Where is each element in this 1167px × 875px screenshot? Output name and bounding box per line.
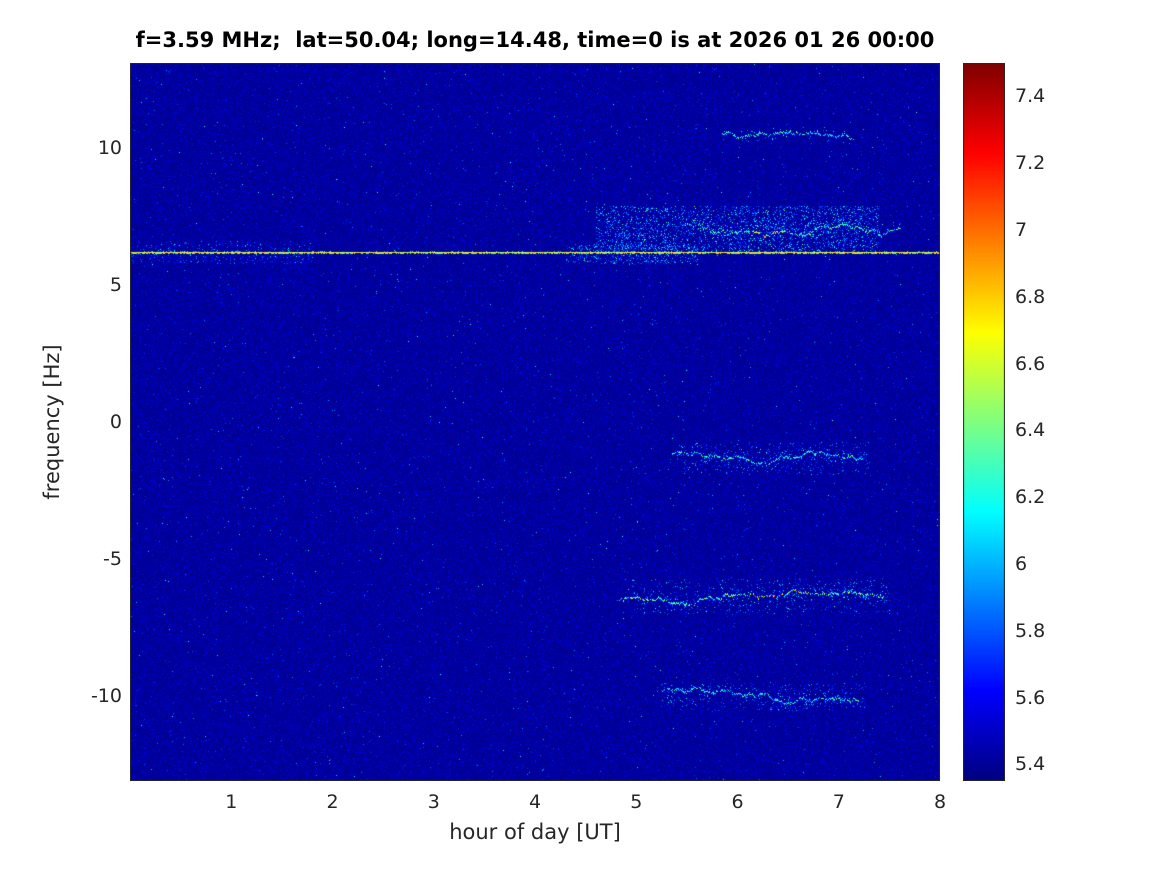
colorbar-tick-label: 5.6 <box>1015 686 1046 709</box>
colorbar-tick-label: 6.8 <box>1015 285 1046 308</box>
y-tick-label: -10 <box>90 685 122 708</box>
x-tick-label: 3 <box>427 791 440 813</box>
colorbar-tick-label: 7.4 <box>1015 85 1046 108</box>
x-tick-label: 7 <box>832 791 845 813</box>
x-tick-label: 6 <box>731 791 744 813</box>
x-tick-label: 8 <box>933 791 947 813</box>
y-tick-label: 0 <box>109 411 122 433</box>
x-tick-label: 2 <box>326 791 339 813</box>
colorbar-tick-label: 7 <box>1015 218 1028 241</box>
colorbar-tick-label: 6.6 <box>1015 352 1046 375</box>
y-tick-label: 5 <box>109 273 122 296</box>
colorbar-tick-label: 6.2 <box>1015 486 1046 509</box>
colorbar-tick-label: 6 <box>1015 552 1028 575</box>
plot-title: f=3.59 MHz; lat=50.04; long=14.48, time=… <box>135 28 935 52</box>
colorbar-tick-label: 5.4 <box>1015 753 1046 776</box>
spectrogram-canvas <box>130 63 940 781</box>
x-axis-label: hour of day [UT] <box>449 820 621 844</box>
colorbar-tick-label: 6.4 <box>1015 419 1046 442</box>
colorbar-canvas <box>963 63 1005 781</box>
x-tick-label: 5 <box>630 791 643 813</box>
y-tick-label: -5 <box>103 548 122 571</box>
y-tick-label: 10 <box>97 136 122 159</box>
colorbar-tick-label: 5.8 <box>1015 619 1046 642</box>
x-tick-label: 1 <box>225 791 238 813</box>
colorbar-tick-label: 7.2 <box>1015 152 1046 175</box>
x-tick-label: 4 <box>528 791 542 813</box>
